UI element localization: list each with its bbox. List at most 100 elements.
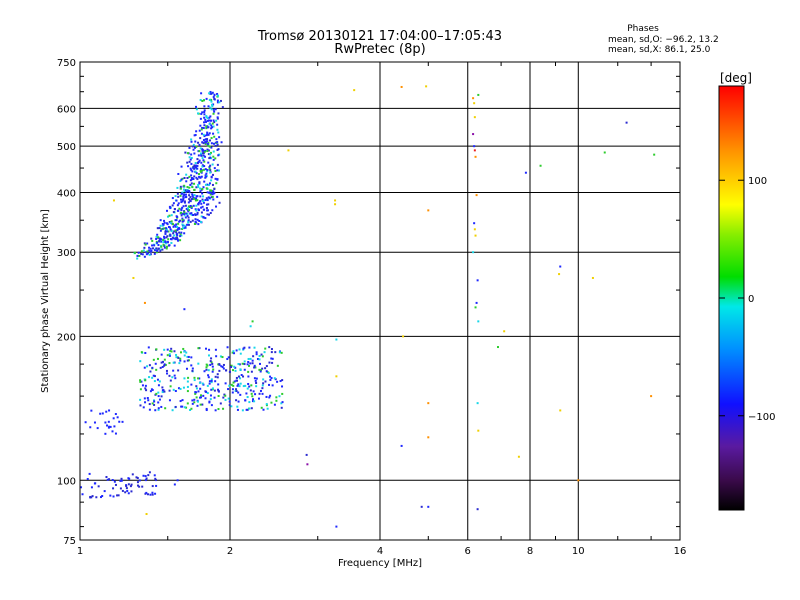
cluster-0-point <box>187 207 190 210</box>
cluster-0-point <box>177 239 180 242</box>
cluster-2-point <box>105 410 108 413</box>
cluster-1-point <box>168 362 171 365</box>
cluster-0-point <box>202 151 205 154</box>
cluster-0-point <box>198 159 201 162</box>
cluster-0-point <box>190 140 193 143</box>
cluster-0-point <box>186 213 189 216</box>
cluster-0-point <box>192 197 195 200</box>
cluster-3-point <box>129 485 132 488</box>
cluster-0-point <box>211 126 214 129</box>
cluster-1-point <box>203 370 206 373</box>
data-point-40 <box>475 301 478 304</box>
cluster-1-point <box>224 394 227 397</box>
cluster-0-point <box>175 232 178 235</box>
cluster-0-point <box>145 253 148 256</box>
cluster-3-point <box>130 483 133 486</box>
cluster-0-point <box>206 148 209 151</box>
cluster-1-point <box>214 409 217 412</box>
cluster-1-point <box>199 394 202 397</box>
cluster-0-point <box>140 250 143 253</box>
cluster-0-point <box>189 212 192 215</box>
cluster-1-point <box>144 351 147 354</box>
cluster-1-point <box>161 391 164 394</box>
cluster-1-point <box>208 348 211 351</box>
cluster-1-point <box>179 359 182 362</box>
cluster-1-point <box>223 393 226 396</box>
cluster-0-point <box>197 185 200 188</box>
cluster-3-point <box>119 479 122 482</box>
cluster-1-point <box>147 346 150 349</box>
cluster-1-point <box>261 367 264 370</box>
cluster-0-point <box>155 235 158 238</box>
cluster-0-point <box>210 179 213 182</box>
cluster-0-point <box>156 249 159 252</box>
cluster-0-point <box>197 112 200 115</box>
cluster-3-point <box>93 482 96 485</box>
cluster-2-point <box>104 421 107 424</box>
cluster-1-point <box>262 378 265 381</box>
cluster-3-point <box>124 491 127 494</box>
cluster-1-point <box>175 353 178 356</box>
cluster-0-point <box>167 230 170 233</box>
cluster-2-point <box>93 421 96 424</box>
cluster-0-point <box>199 200 202 203</box>
cluster-1-point <box>253 377 256 380</box>
cluster-1-point <box>222 396 225 399</box>
colorbar-tick-label-2: −100 <box>748 412 775 423</box>
cluster-0-point <box>212 198 215 201</box>
cluster-0-point <box>170 241 173 244</box>
cluster-1-point <box>271 357 274 360</box>
cluster-1-point <box>254 379 257 382</box>
cluster-3-point <box>106 478 109 481</box>
colorbar-ticks: 100 0 −100 <box>719 176 775 423</box>
cluster-0-point <box>193 165 196 168</box>
cluster-0-point <box>202 208 205 211</box>
data-point-57 <box>603 151 606 154</box>
cluster-0-point <box>214 108 217 111</box>
cluster-1-point <box>190 383 193 386</box>
cluster-1-point <box>247 382 250 385</box>
cluster-0-point <box>163 246 166 249</box>
cluster-0-point <box>181 227 184 230</box>
cluster-0-point <box>200 220 203 223</box>
cluster-1-point <box>172 369 175 372</box>
cluster-0-point <box>196 164 199 167</box>
data-point-21 <box>420 505 423 508</box>
cluster-0-point <box>175 219 178 222</box>
cluster-0-point <box>204 174 207 177</box>
cluster-1-point <box>253 346 256 349</box>
cluster-1-point <box>160 361 163 364</box>
cluster-0-point <box>181 206 184 209</box>
cluster-0-point <box>199 124 202 127</box>
cluster-1-point <box>227 397 230 400</box>
cluster-3-point <box>149 493 152 496</box>
cluster-0-point <box>184 193 187 196</box>
cluster-0-point <box>216 101 219 104</box>
cluster-1-point <box>153 375 156 378</box>
cluster-0-point <box>146 252 149 255</box>
cluster-0-point <box>162 239 165 242</box>
cluster-0-point <box>218 201 221 204</box>
cluster-0-point <box>212 96 215 99</box>
cluster-1-point <box>228 400 231 403</box>
cluster-0-point <box>163 221 166 224</box>
cluster-0-point <box>169 234 172 237</box>
cluster-1-point <box>160 353 163 356</box>
cluster-1-point <box>231 391 234 394</box>
cluster-0-point <box>179 187 182 190</box>
cluster-3-point <box>113 480 116 483</box>
data-point-12 <box>334 199 337 202</box>
cluster-1-point <box>211 362 214 365</box>
cluster-0-point <box>211 163 214 166</box>
cluster-1-point <box>195 396 198 399</box>
cluster-0-point <box>188 186 191 189</box>
cluster-0-point <box>180 209 183 212</box>
cluster-1-point <box>207 354 210 357</box>
data-point-50 <box>524 171 527 174</box>
cluster-1-point <box>253 364 256 367</box>
cluster-1-point <box>183 360 186 363</box>
cluster-0-point <box>161 227 164 230</box>
cluster-0-point <box>192 166 195 169</box>
cluster-0-point <box>190 162 193 165</box>
cluster-1-point <box>259 370 262 373</box>
